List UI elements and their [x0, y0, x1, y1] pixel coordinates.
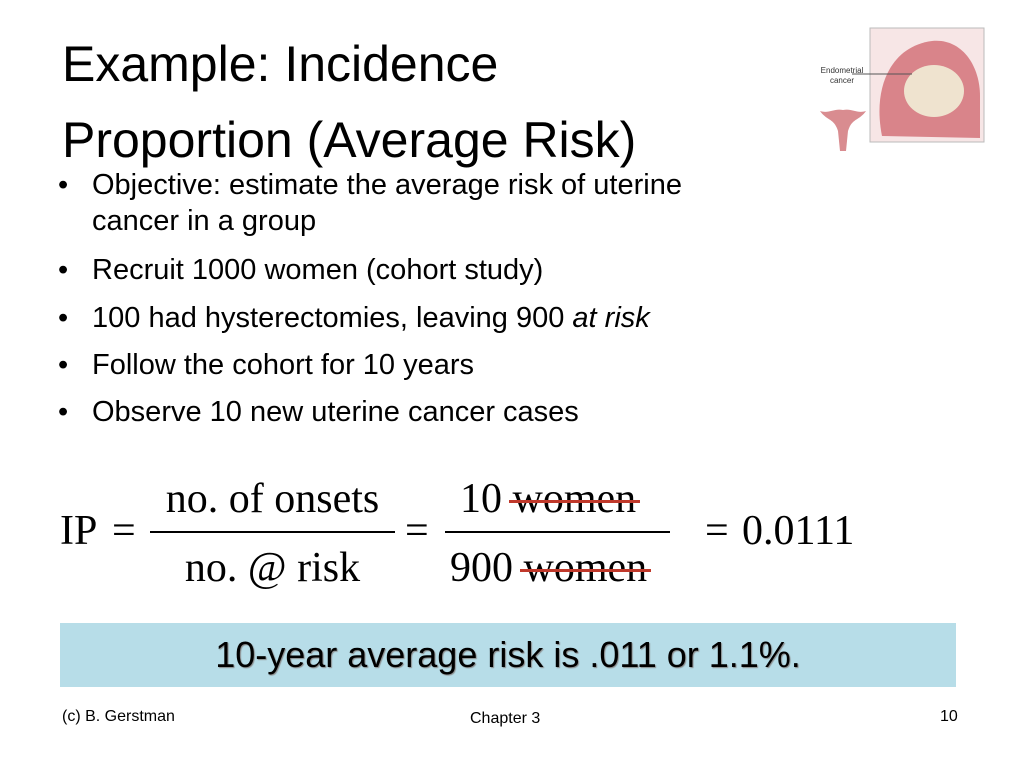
bullet-dot: •: [58, 254, 69, 286]
number: 900: [450, 545, 513, 591]
title-line: Example: Incidence: [62, 36, 499, 92]
bullet-text-part: 100 had hysterectomies, leaving 900: [92, 302, 565, 334]
denominator: no. @ risk: [184, 545, 361, 591]
conclusion: 10-year average risk is .011 or 1.1%.: [215, 634, 801, 675]
bullet-text: Recruit 1000 women (cohort study): [92, 254, 544, 286]
footer-left: (c) B. Gerstman: [62, 708, 175, 725]
formula-equals: =: [705, 508, 729, 554]
bullet-dot: •: [58, 396, 69, 428]
numerator: 10 women: [460, 476, 636, 522]
bullet-text: Follow the cohort for 10 years: [92, 349, 475, 381]
image-label: Endometrial: [821, 66, 864, 75]
formula-equals: =: [405, 508, 429, 554]
bullet-text: cancer in a group: [92, 205, 317, 237]
title-line: Proportion (Average Risk): [62, 112, 637, 168]
image-label: cancer: [830, 76, 854, 85]
tumor: [904, 65, 964, 117]
bullet-emphasis: at risk: [572, 302, 650, 334]
bullet-dot: •: [58, 302, 69, 334]
illustration: Endometrial cancer: [820, 27, 985, 151]
denominator: 900 women: [450, 545, 647, 591]
bullet-text: 100 had hysterectomies, leaving 900 at r…: [92, 301, 650, 335]
bullet-dot: •: [58, 349, 69, 381]
formula-result: 0.0111: [742, 508, 855, 554]
cancelled-unit: women: [512, 476, 637, 522]
bullet-text: Objective: estimate the average risk of …: [92, 169, 682, 201]
conclusion-box: 10-year average risk is .011 or 1.1%.: [60, 623, 956, 687]
fraction-bar: [445, 531, 670, 533]
fraction-bar: [150, 531, 395, 533]
bullet-text: Observe 10 new uterine cancer cases: [92, 396, 579, 428]
numerator: no. of onsets: [165, 476, 380, 522]
number: 10: [460, 476, 502, 522]
formula-equals: =: [112, 508, 136, 554]
footer-center: Chapter 3: [470, 710, 541, 727]
formula-lhs: IP: [60, 508, 98, 554]
footer-right: 10: [940, 708, 958, 725]
uterus-icon: [820, 109, 866, 151]
bullet-dot: •: [58, 169, 69, 201]
cancelled-unit: women: [523, 545, 648, 591]
